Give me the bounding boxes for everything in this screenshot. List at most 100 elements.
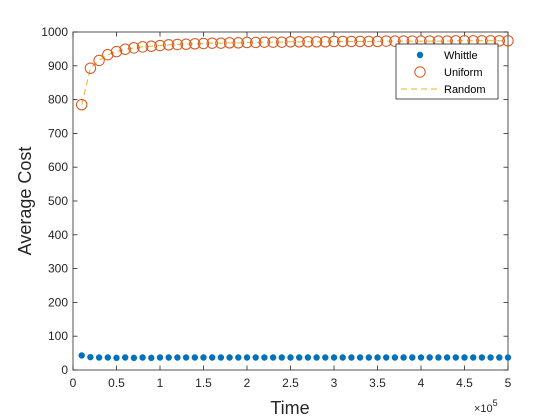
y-tick-label: 500 — [48, 194, 68, 208]
y-tick-label: 900 — [48, 59, 68, 73]
point-uniform — [180, 38, 192, 50]
point-uniform — [345, 35, 358, 48]
point-uniform — [206, 37, 218, 49]
point-whittle — [130, 354, 138, 362]
point-whittle — [391, 354, 399, 361]
point-uniform — [197, 37, 210, 50]
point-whittle — [156, 354, 164, 361]
point-whittle — [365, 354, 372, 361]
point-whittle — [470, 354, 477, 361]
point-uniform — [389, 35, 401, 47]
x-axis-label: Time — [270, 398, 309, 418]
point-whittle — [104, 354, 112, 361]
point-uniform — [319, 36, 331, 48]
point-whittle — [461, 354, 468, 361]
point-whittle — [504, 354, 512, 361]
point-whittle — [383, 354, 390, 361]
point-uniform — [171, 38, 184, 51]
series-marks — [76, 35, 514, 362]
point-whittle — [443, 354, 451, 361]
point-whittle — [261, 354, 268, 361]
point-uniform — [328, 35, 340, 48]
point-uniform — [154, 39, 166, 52]
point-whittle — [87, 353, 94, 361]
point-whittle — [200, 354, 207, 361]
x-axis-exponent: ×105 — [474, 398, 498, 415]
point-whittle — [165, 354, 172, 361]
axis-ticks: 0 0.5 1 1.5 2 2.5 3 3.5 4 4.5 5 0 100 200 300 400 500 600… — [41, 25, 511, 390]
x-tick-label: 0 — [70, 376, 77, 390]
point-whittle — [330, 354, 338, 361]
point-whittle — [95, 354, 103, 361]
point-whittle — [400, 354, 407, 361]
y-tick-label: 300 — [48, 262, 68, 276]
point-whittle — [374, 354, 381, 361]
point-whittle — [174, 354, 181, 361]
point-uniform — [354, 35, 366, 48]
point-uniform — [293, 36, 305, 48]
point-whittle — [322, 354, 329, 361]
point-whittle — [226, 354, 233, 361]
legend: Whittle Uniform Random — [395, 43, 499, 100]
point-whittle — [148, 354, 155, 362]
point-uniform — [102, 48, 114, 61]
point-whittle — [478, 354, 486, 361]
point-uniform — [363, 35, 375, 48]
x-tick-label: 3.5 — [369, 376, 386, 390]
point-uniform — [258, 36, 271, 48]
point-whittle — [209, 354, 216, 361]
point-whittle — [113, 354, 120, 362]
point-whittle — [278, 354, 285, 361]
point-uniform — [110, 45, 123, 58]
point-uniform — [84, 62, 97, 74]
point-whittle — [304, 354, 312, 361]
point-uniform — [493, 35, 505, 47]
x-tick-label: 4.5 — [456, 376, 473, 390]
y-tick-label: 200 — [48, 295, 68, 309]
x-exponent-power: 5 — [493, 398, 498, 408]
legend-label-uniform: Uniform — [444, 67, 483, 79]
legend-swatch-uniform — [414, 66, 426, 78]
point-whittle — [122, 354, 129, 361]
point-whittle — [435, 354, 442, 361]
point-whittle — [243, 354, 251, 361]
point-whittle — [409, 354, 416, 361]
point-uniform — [119, 43, 131, 55]
point-whittle — [339, 354, 346, 361]
point-whittle — [487, 354, 494, 361]
legend-label-random: Random — [444, 84, 486, 96]
point-whittle — [217, 354, 225, 361]
point-uniform — [163, 39, 175, 51]
x-tick-label: 2.5 — [282, 376, 299, 390]
legend-swatch-whittle — [416, 51, 424, 59]
point-uniform — [232, 37, 245, 49]
point-uniform — [215, 37, 227, 49]
y-tick-label: 1000 — [41, 25, 68, 39]
point-uniform — [145, 40, 158, 52]
y-tick-label: 100 — [48, 329, 68, 343]
point-whittle — [78, 352, 85, 359]
point-whittle — [496, 354, 503, 361]
point-whittle — [417, 354, 425, 361]
point-whittle — [452, 354, 459, 361]
point-uniform — [276, 36, 288, 48]
point-uniform — [76, 98, 88, 111]
point-whittle — [182, 354, 190, 361]
point-uniform — [93, 54, 105, 67]
x-exponent-base: ×10 — [474, 403, 493, 415]
y-tick-label: 600 — [48, 160, 68, 174]
y-tick-label: 0 — [61, 363, 68, 377]
x-tick-label: 3 — [331, 376, 338, 390]
legend-box — [395, 43, 499, 100]
x-tick-label: 4 — [418, 376, 425, 390]
point-uniform — [189, 38, 201, 50]
point-uniform — [250, 36, 262, 49]
x-tick-label: 1 — [157, 376, 164, 390]
point-whittle — [235, 354, 242, 361]
y-tick-label: 800 — [48, 93, 68, 107]
point-uniform — [223, 37, 236, 49]
point-uniform — [136, 41, 149, 53]
x-tick-label: 1.5 — [195, 376, 212, 390]
point-uniform — [241, 36, 253, 49]
